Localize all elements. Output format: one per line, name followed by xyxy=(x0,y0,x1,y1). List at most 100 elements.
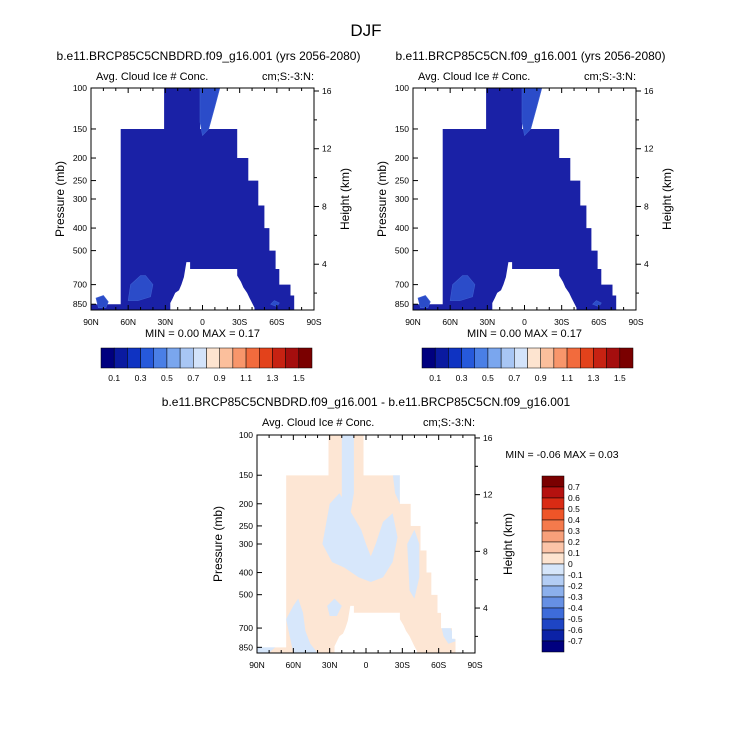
colorbar-swatch xyxy=(487,347,502,369)
y-tick-label: 250 xyxy=(395,176,409,186)
y-tick-label: 700 xyxy=(73,280,87,290)
colorbar-swatch xyxy=(566,347,581,369)
colorbar-label: -0.6 xyxy=(568,625,583,635)
colorbar-swatch xyxy=(541,618,565,631)
y2-tick-label: 4 xyxy=(322,259,327,269)
colorbar-swatch xyxy=(514,347,528,369)
colorbar-swatch xyxy=(541,585,565,598)
y-tick-label: 150 xyxy=(395,124,409,134)
colorbar-swatch xyxy=(541,563,565,576)
colorbar-label: 0.5 xyxy=(161,373,173,383)
colorbar-swatch xyxy=(541,530,565,543)
colorbar-swatch xyxy=(461,347,475,369)
colorbar-swatch xyxy=(448,347,462,369)
panel-units-label: cm;S:-3:N: xyxy=(423,417,475,429)
stats-min-max: MIN = -0.06 MAX = 0.03 xyxy=(505,449,618,461)
panel-title: b.e11.BRCP85C5CNBDRD.f09_g16.001 - b.e11… xyxy=(162,395,571,409)
x-tick-label: 30N xyxy=(480,317,496,327)
x-tick-label: 30N xyxy=(322,660,338,670)
x-tick-label: 60S xyxy=(591,317,606,327)
missing-data-region xyxy=(170,262,255,310)
colorbar-swatch xyxy=(541,497,565,510)
colorbar-label: -0.7 xyxy=(568,636,583,646)
ice-concentration-contour xyxy=(199,87,221,137)
negative-difference-fill xyxy=(341,435,354,522)
panel-units-label: cm;S:-3:N: xyxy=(584,71,636,83)
stats-min-max: MIN = 0.00 MAX = 0.17 xyxy=(467,328,582,340)
panel-title: b.e11.BRCP85C5CNBDRD.f09_g16.001 (yrs 20… xyxy=(57,49,361,63)
y-tick-label: 300 xyxy=(239,539,253,549)
y-tick-label: 200 xyxy=(395,153,409,163)
axes-panel-2: 90N 60N 30N 0 30S 60S 90S 100 150 200 250 300 400 500… xyxy=(375,49,674,327)
x-tick-label: 0 xyxy=(364,660,369,670)
colorbar-right: 0.1 0.3 0.5 0.7 0.9 1.1 1.3 1.5 xyxy=(421,347,634,383)
colorbar-label: 0.7 xyxy=(568,482,580,492)
colorbar-swatch xyxy=(421,347,436,369)
x-tick-label: 0 xyxy=(522,317,527,327)
negative-difference-fill xyxy=(286,598,318,653)
y2-tick-label: 12 xyxy=(483,490,493,500)
x-tick-label: 60S xyxy=(431,660,446,670)
colorbar-swatch xyxy=(541,541,565,554)
colorbar-label: -0.2 xyxy=(568,581,583,591)
x-tick-label: 90N xyxy=(83,317,99,327)
y-tick-label: 850 xyxy=(73,299,87,309)
colorbar-swatch xyxy=(100,347,115,369)
y-tick-label: 400 xyxy=(239,568,253,578)
y2-axis-label: Height (km) xyxy=(338,168,352,230)
colorbar-swatch xyxy=(193,347,207,369)
panel-variable-label: Avg. Cloud Ice # Conc. xyxy=(96,71,208,83)
colorbar-label: 1.5 xyxy=(614,373,626,383)
y-tick-label: 400 xyxy=(395,223,409,233)
colorbar-swatch xyxy=(606,347,621,369)
y-tick-label: 500 xyxy=(73,246,87,256)
y-tick-label: 150 xyxy=(239,470,253,480)
y-tick-label: 200 xyxy=(73,153,87,163)
colorbar-label: 1.3 xyxy=(588,373,600,383)
colorbar-label: -0.1 xyxy=(568,570,583,580)
y-tick-label: 850 xyxy=(395,299,409,309)
ice-concentration-contour xyxy=(417,295,431,308)
colorbar-swatch xyxy=(541,486,565,499)
y2-tick-label: 16 xyxy=(644,86,654,96)
colorbar-label: 0.3 xyxy=(568,526,580,536)
negative-difference-fill xyxy=(441,625,456,644)
colorbar-swatch xyxy=(541,519,565,532)
colorbar-swatch xyxy=(285,347,300,369)
y-tick-label: 250 xyxy=(239,521,253,531)
y2-tick-label: 12 xyxy=(644,144,654,154)
x-tick-label: 90S xyxy=(467,660,482,670)
colorbar-swatch xyxy=(179,347,194,369)
colorbar-swatch xyxy=(527,347,541,369)
colorbar-label: 1.1 xyxy=(240,373,252,383)
axes-panel-3: 90N 60N 30N 0 30S 60S 90S 100 150 200 250 300 400 500… xyxy=(162,395,571,670)
colorbar-swatch xyxy=(541,475,565,488)
ice-field-panel-2: MIN = 0.00 MAX = 0.17 xyxy=(413,87,636,340)
panel-variable-label: Avg. Cloud Ice # Conc. xyxy=(418,71,530,83)
colorbar-label: 0.9 xyxy=(214,373,226,383)
y-tick-label: 100 xyxy=(395,83,409,93)
colorbar-label: -0.3 xyxy=(568,592,583,602)
colorbar-swatch xyxy=(553,347,568,369)
colorbar-label: 0 xyxy=(568,559,573,569)
colorbar-swatch xyxy=(541,596,565,609)
colorbar-swatch xyxy=(541,552,565,565)
y2-tick-label: 16 xyxy=(483,433,493,443)
colorbar-label: 0.5 xyxy=(482,373,494,383)
missing-data-region xyxy=(492,262,577,310)
y2-tick-label: 16 xyxy=(322,86,332,96)
y-tick-label: 400 xyxy=(73,223,87,233)
y2-tick-label: 8 xyxy=(644,201,649,211)
colorbar-left: 0.1 0.3 0.5 0.7 0.9 1.1 1.3 1.5 xyxy=(100,347,313,383)
y2-tick-label: 4 xyxy=(644,259,649,269)
colorbar-swatch xyxy=(541,640,565,653)
colorbar-swatch xyxy=(541,629,565,642)
ice-concentration-fill xyxy=(413,88,636,310)
y-tick-label: 300 xyxy=(73,194,87,204)
colorbar-label: 1.5 xyxy=(293,373,305,383)
ice-concentration-contour xyxy=(127,275,154,301)
colorbar-label: 1.3 xyxy=(267,373,279,383)
y-tick-label: 100 xyxy=(73,83,87,93)
colorbar-label: 1.1 xyxy=(561,373,573,383)
ice-field-panel-1: MIN = 0.00 MAX = 0.17 xyxy=(91,87,314,340)
